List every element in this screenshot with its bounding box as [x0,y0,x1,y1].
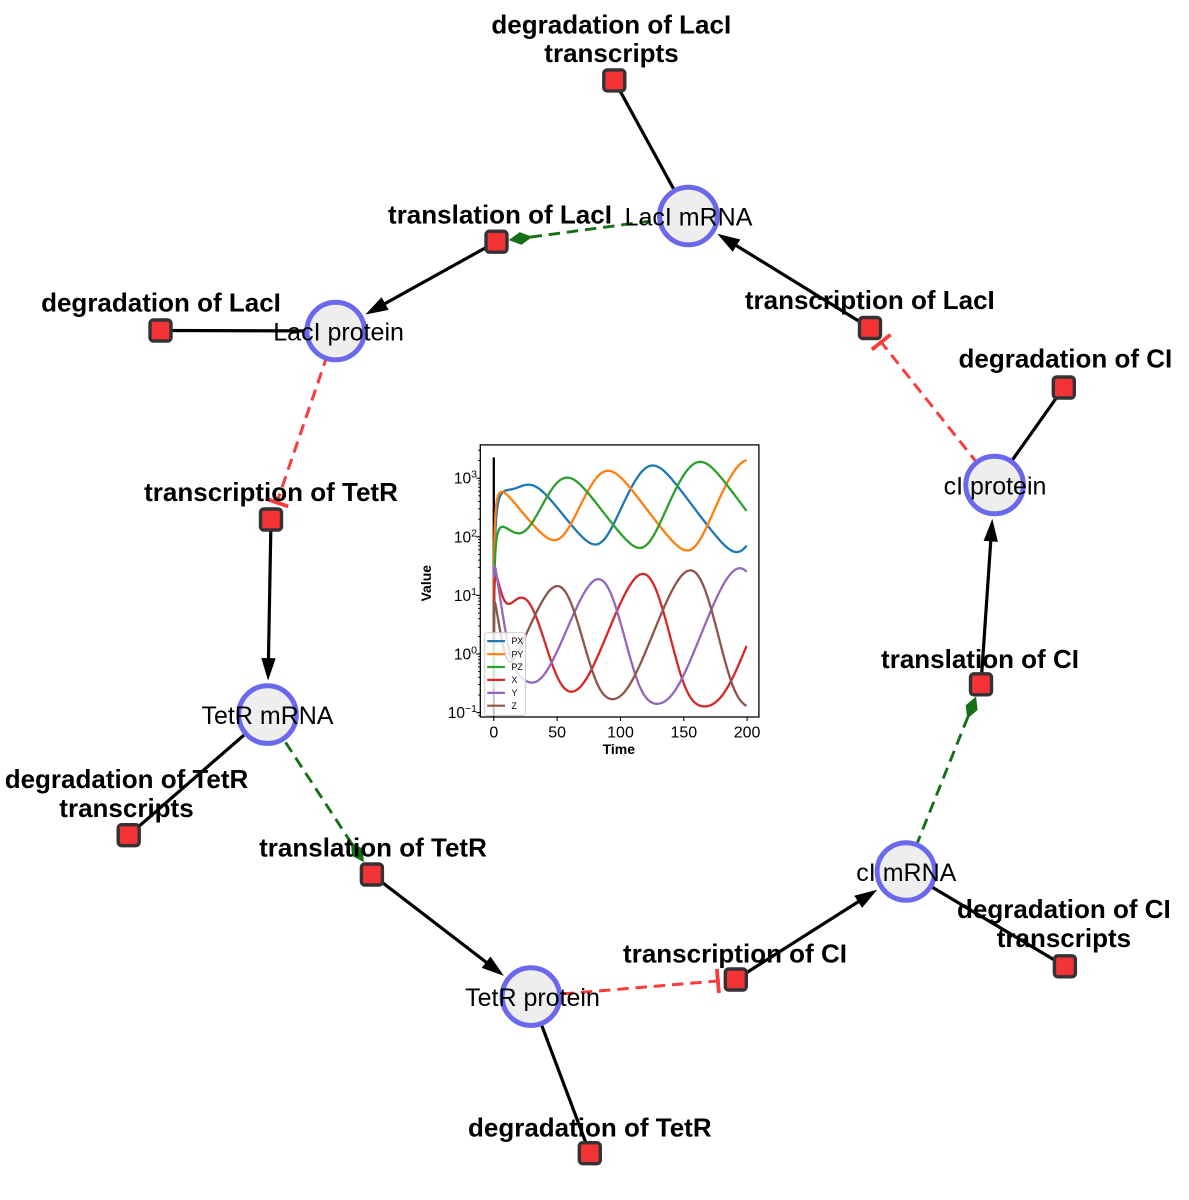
svg-text:degradation of CI: degradation of CI [959,343,1173,373]
svg-text:Y: Y [512,688,518,698]
svg-text:Time: Time [603,741,636,757]
svg-text:transcripts: transcripts [544,38,678,68]
svg-text:X: X [512,675,518,685]
svg-text:Value: Value [418,565,434,602]
svg-text:PZ: PZ [512,662,524,672]
svg-text:Z: Z [512,701,518,711]
svg-text:transcription of CI: transcription of CI [623,938,847,968]
svg-text:transcripts: transcripts [59,793,193,823]
svg-text:100: 100 [454,645,477,664]
svg-text:TetR mRNA: TetR mRNA [202,702,334,730]
svg-text:PX: PX [512,636,524,646]
svg-text:10−1: 10−1 [448,703,477,722]
svg-text:PY: PY [512,649,524,659]
svg-text:degradation of CI: degradation of CI [957,894,1171,924]
svg-text:transcription of LacI: transcription of LacI [745,285,995,315]
svg-text:transcripts: transcripts [997,923,1131,953]
svg-text:150: 150 [670,725,697,742]
svg-text:translation of TetR: translation of TetR [259,832,487,862]
svg-text:102: 102 [454,527,477,546]
svg-text:101: 101 [454,586,477,605]
svg-text:LacI protein: LacI protein [273,319,404,347]
svg-text:50: 50 [548,725,566,742]
svg-text:TetR protein: TetR protein [465,984,600,1012]
svg-text:100: 100 [607,725,634,742]
svg-text:transcription of TetR: transcription of TetR [144,477,398,507]
svg-text:cI protein: cI protein [944,473,1047,501]
svg-text:degradation of TetR: degradation of TetR [468,1113,712,1143]
svg-text:LacI mRNA: LacI mRNA [625,204,753,232]
svg-text:0: 0 [489,725,498,742]
svg-text:103: 103 [454,469,477,488]
svg-text:degradation of LacI: degradation of LacI [491,9,731,39]
svg-text:degradation of LacI: degradation of LacI [41,287,281,317]
svg-text:translation of CI: translation of CI [881,644,1079,674]
svg-text:200: 200 [734,725,761,742]
svg-text:translation of LacI: translation of LacI [388,200,612,230]
svg-text:degradation of TetR: degradation of TetR [5,764,249,794]
svg-text:cI mRNA: cI mRNA [856,859,956,887]
